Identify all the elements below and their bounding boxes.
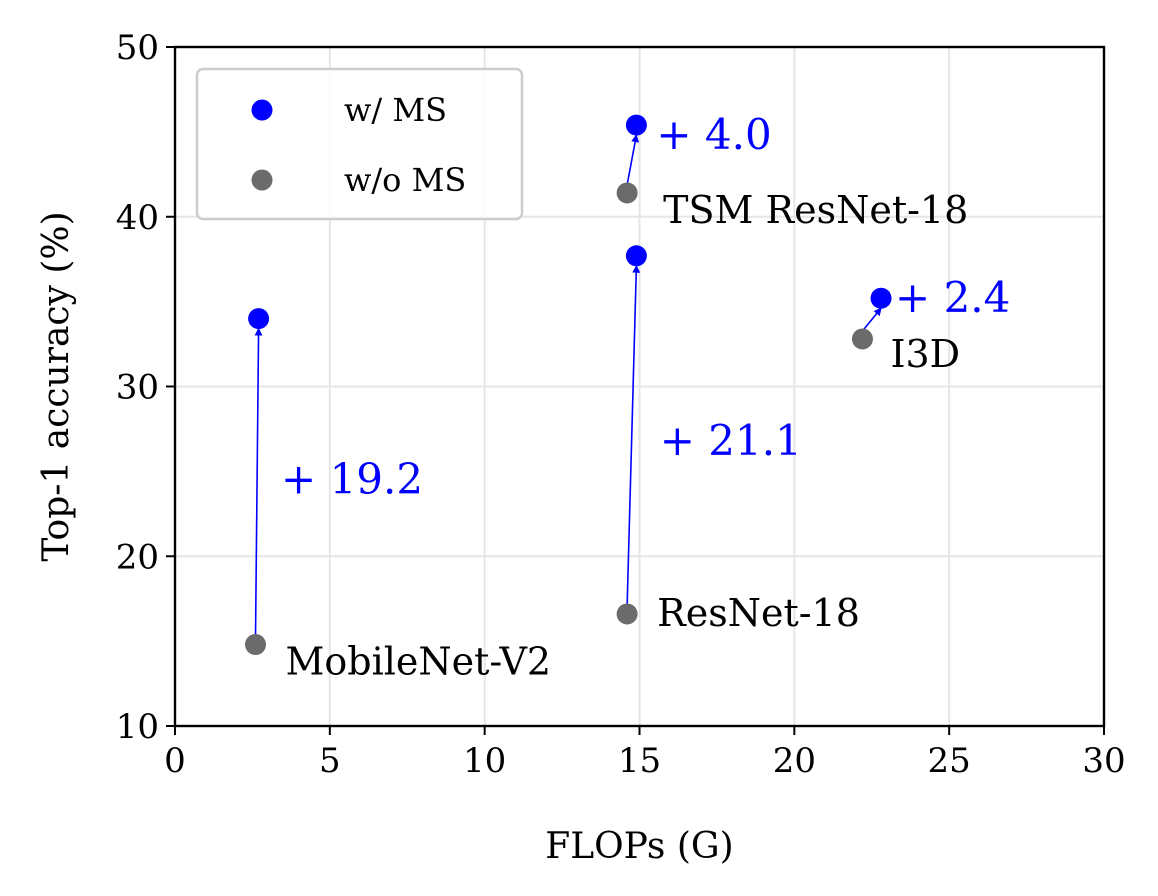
- x-axis-title: FLOPs (G): [545, 826, 733, 867]
- y-tick-label: 30: [116, 368, 159, 408]
- model-label: TSM ResNet-18: [663, 188, 968, 232]
- y-tick-label: 40: [116, 198, 159, 238]
- model-label: I3D: [890, 332, 960, 376]
- data-point: [870, 287, 892, 309]
- improvement-arrow: [254, 327, 263, 637]
- data-points: [245, 114, 892, 656]
- legend: w/ MS w/o MS: [195, 67, 524, 221]
- x-tick-label: 30: [1082, 741, 1125, 781]
- model-label: MobileNet-V2: [286, 640, 552, 684]
- axis-ticks: 0 5 10 15 20 25 30 10 20 30 40 50: [116, 28, 1126, 781]
- y-axis-title: Top-1 accuracy (%): [36, 211, 77, 561]
- x-tick-label: 10: [463, 741, 506, 781]
- data-point: [625, 114, 647, 136]
- y-tick-label: 50: [116, 28, 159, 68]
- x-tick-label: 5: [319, 741, 341, 781]
- legend-label: w/o MS: [344, 161, 466, 199]
- data-point: [625, 245, 647, 267]
- gain-label: + 19.2: [281, 455, 423, 504]
- legend-label: w/ MS: [344, 91, 447, 129]
- improvement-arrow: [861, 307, 882, 332]
- legend-marker: [251, 99, 273, 121]
- model-label: ResNet-18: [657, 591, 860, 635]
- improvement-arrows: [254, 134, 882, 637]
- data-point: [616, 603, 638, 625]
- legend-marker: [251, 169, 273, 191]
- x-tick-label: 0: [164, 741, 186, 781]
- y-tick-label: 20: [116, 537, 159, 577]
- improvement-arrow: [626, 264, 641, 606]
- annotations: MobileNet-V2 + 19.2 ResNet-18 + 21.1 TSM Res…: [281, 110, 1010, 683]
- x-tick-label: 15: [618, 741, 661, 781]
- improvement-arrow: [626, 134, 640, 186]
- data-point: [248, 308, 270, 330]
- y-tick-label: 10: [116, 707, 159, 747]
- x-tick-label: 20: [773, 741, 816, 781]
- legend-box: [195, 67, 524, 221]
- data-point: [616, 182, 638, 204]
- x-tick-label: 25: [928, 741, 971, 781]
- gain-label: + 2.4: [895, 273, 1010, 322]
- gain-label: + 21.1: [660, 416, 802, 465]
- gain-label: + 4.0: [656, 110, 771, 159]
- data-point: [245, 634, 267, 656]
- data-point: [851, 328, 873, 350]
